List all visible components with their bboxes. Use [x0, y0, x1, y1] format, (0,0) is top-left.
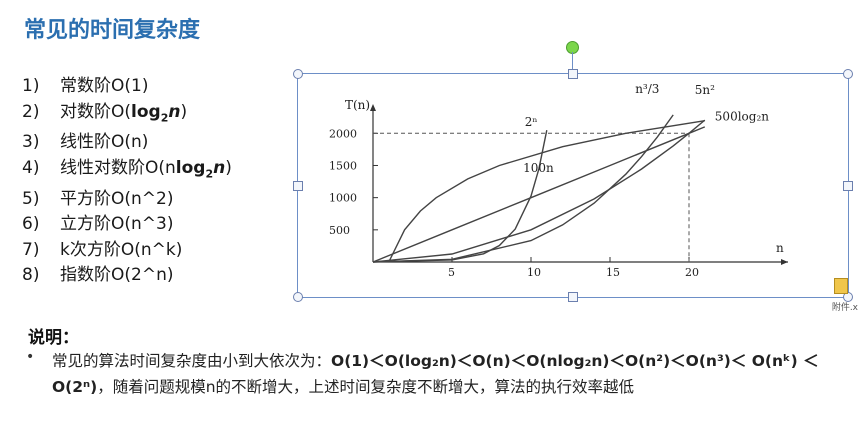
slide-title: 常见的时间复杂度: [24, 18, 201, 43]
x-tick-label: 5: [448, 266, 455, 279]
series-label-1: n³/3: [635, 82, 659, 96]
attachment-icon[interactable]: [834, 278, 848, 294]
explain-title: 说明：: [28, 328, 79, 348]
resize-handle-top-right[interactable]: [843, 69, 853, 79]
series-label-0: 2ⁿ: [525, 115, 538, 129]
y-axis-arrow: [370, 104, 376, 111]
list-item: 5) 平方阶O(n^2): [22, 188, 174, 209]
y-tick-label: 2000: [329, 127, 357, 140]
series-line-3: [372, 126, 706, 263]
resize-handle-left[interactable]: [293, 181, 303, 191]
y-tick-label: 1500: [329, 159, 357, 172]
series-label-4: 500log₂n: [715, 110, 769, 124]
list-item: 8) 指数阶O(2^n): [22, 265, 174, 286]
x-tick-label: 20: [685, 266, 699, 279]
rotate-handle-stem: [572, 52, 573, 72]
resize-handle-top-left[interactable]: [293, 69, 303, 79]
list-item: 6) 立方阶O(n^3): [22, 214, 174, 235]
x-axis-label: n: [776, 241, 784, 255]
complexity-order-formula: O(1)＜O(log₂n)＜O(n)＜O(nlog₂n)＜O(n²)＜O(n³)…: [52, 352, 819, 396]
explain-text: 常见的算法时间复杂度由小到大依次为：O(1)＜O(log₂n)＜O(n)＜O(n…: [52, 352, 819, 396]
resize-handle-top[interactable]: [568, 69, 578, 79]
series-label-2: 5n²: [695, 83, 715, 97]
resize-handle-right[interactable]: [843, 181, 853, 191]
y-tick-label: 1000: [329, 192, 357, 205]
complexity-chart: n T(n) 5 10 15 20 500 1000 1500 2000 2ⁿ n³/3 5n² 100n…: [329, 82, 788, 279]
attachment-label: 附件.x: [831, 303, 858, 313]
list-item: 1) 常数阶O(1): [22, 76, 149, 96]
resize-handle-bottom-right[interactable]: [843, 292, 853, 302]
list-item: 3) 线性阶O(n): [22, 132, 149, 153]
series-line-2: [372, 119, 706, 263]
x-tick-label: 15: [606, 266, 620, 279]
resize-handle-bottom-left[interactable]: [293, 292, 303, 302]
series-label-3: 100n: [523, 161, 554, 175]
y-tick-label: 500: [329, 224, 350, 237]
series-line-1: [372, 114, 674, 263]
series-line-4: [388, 120, 705, 263]
list-item: 7) k次方阶O(n^k): [22, 239, 183, 260]
list-item: 4) 线性对数阶O(nlog2n): [22, 157, 232, 181]
x-axis-arrow: [781, 259, 788, 265]
list-item: 2) 对数阶O(log2n): [22, 101, 188, 124]
complexity-list: 1) 常数阶O(1) 2) 对数阶O(log2n) 3) 线性阶O(n) 4) 线性对数…: [22, 74, 232, 289]
y-axis-label: T(n): [345, 98, 370, 112]
bullet: •: [26, 349, 35, 365]
resize-handle-bottom[interactable]: [568, 292, 578, 302]
x-tick-label: 10: [527, 266, 541, 279]
image-selection-frame[interactable]: n T(n) 5 10 15 20 500 1000 1500 2000 2ⁿ n³/3 5n² 100n…: [297, 73, 849, 298]
